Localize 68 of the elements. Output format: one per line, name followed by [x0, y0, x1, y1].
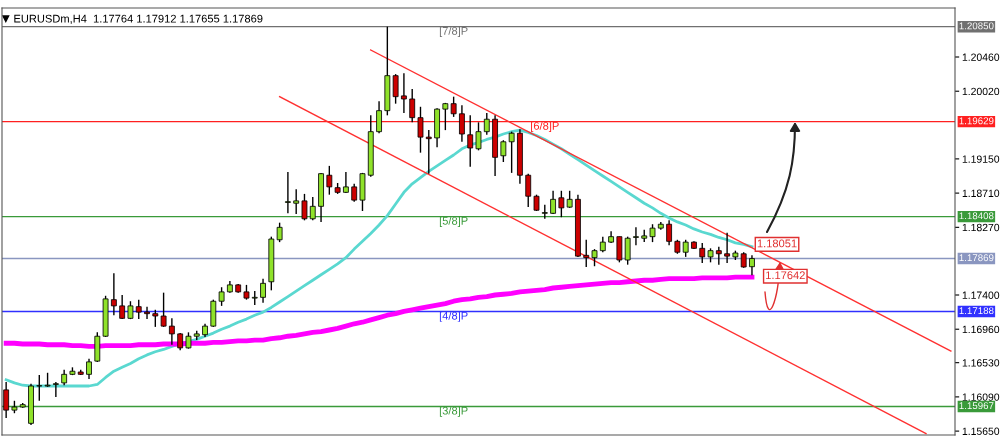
candlestick — [392, 73, 399, 105]
candlestick — [500, 139, 507, 163]
annotation: [4/8]P — [439, 311, 468, 322]
candlestick — [442, 102, 449, 131]
candlestick — [3, 381, 10, 419]
candlestick — [218, 286, 225, 307]
candlestick — [52, 381, 59, 398]
annotation: [5/8]P — [439, 216, 468, 227]
candlestick — [135, 298, 142, 320]
y-tick-label: 1.17400 — [962, 291, 1000, 299]
candlestick — [309, 196, 316, 222]
candlestick — [699, 242, 706, 264]
candlestick — [326, 165, 333, 196]
candlestick — [508, 130, 515, 174]
annotation: 1.17642 — [766, 271, 805, 280]
candlestick — [459, 104, 465, 143]
candlestick — [260, 277, 266, 304]
y-tick-label: 1.16090 — [962, 393, 1000, 401]
y-tick-label: 1.18270 — [962, 223, 1000, 232]
candlestick — [624, 235, 631, 266]
candlestick — [749, 254, 755, 276]
ref-line-label: 1.18408 — [959, 212, 994, 220]
candlestick — [425, 129, 432, 175]
candlestick — [616, 235, 623, 264]
ref-line-label: 1.17869 — [959, 254, 994, 262]
candlestick — [110, 272, 117, 316]
candlestick — [276, 221, 283, 243]
candlestick — [724, 232, 731, 264]
candlestick — [633, 226, 639, 246]
y-tick-label: 1.16530 — [962, 359, 1000, 367]
annotation: 1.18051 — [757, 239, 797, 248]
candlestick — [558, 190, 565, 218]
candlestick — [119, 294, 126, 320]
candlestick — [409, 88, 416, 124]
candlestick — [293, 188, 300, 215]
candlestick — [401, 72, 407, 114]
candlestick — [467, 114, 474, 168]
candlestick — [583, 239, 590, 268]
candlestick — [483, 112, 490, 136]
candlestick — [160, 291, 167, 328]
y-tick-label: 1.20460 — [962, 53, 1000, 61]
candlestick — [144, 305, 150, 320]
candlestick — [666, 219, 673, 246]
candlestick — [86, 358, 92, 380]
annotation: [3/8]P — [439, 406, 468, 417]
ref-line-label: 1.17188 — [959, 307, 994, 315]
candlestick — [450, 95, 457, 118]
annotation: [6/8]P — [531, 121, 559, 132]
candlestick — [715, 246, 722, 266]
candlestick — [417, 106, 424, 154]
candlestick — [284, 171, 291, 215]
y-tick-label: 1.20020 — [962, 87, 1000, 96]
candlestick — [36, 374, 43, 402]
candlestick — [475, 121, 482, 152]
candlestick — [301, 193, 308, 222]
y-tick-label: 1.19150 — [962, 155, 1000, 163]
text: EURUSDm,H4 1.17764 1.17912 1.17655 1.17869 — [14, 14, 263, 24]
candlestick — [525, 172, 532, 208]
line-series — [3, 274, 755, 349]
y-tick-label: 1.18710 — [962, 189, 1000, 197]
annotation: [7/8]P — [439, 26, 468, 38]
candlestick — [168, 317, 175, 346]
ref-line-label: 1.20850 — [959, 22, 994, 30]
y-tick-label: 1.15650 — [962, 427, 1000, 435]
candlestick — [376, 100, 382, 134]
ref-line-label: 1.15967 — [959, 402, 994, 410]
ref-line-label: 1.19629 — [959, 117, 994, 125]
y-tick-label: 1.16960 — [962, 325, 1000, 334]
